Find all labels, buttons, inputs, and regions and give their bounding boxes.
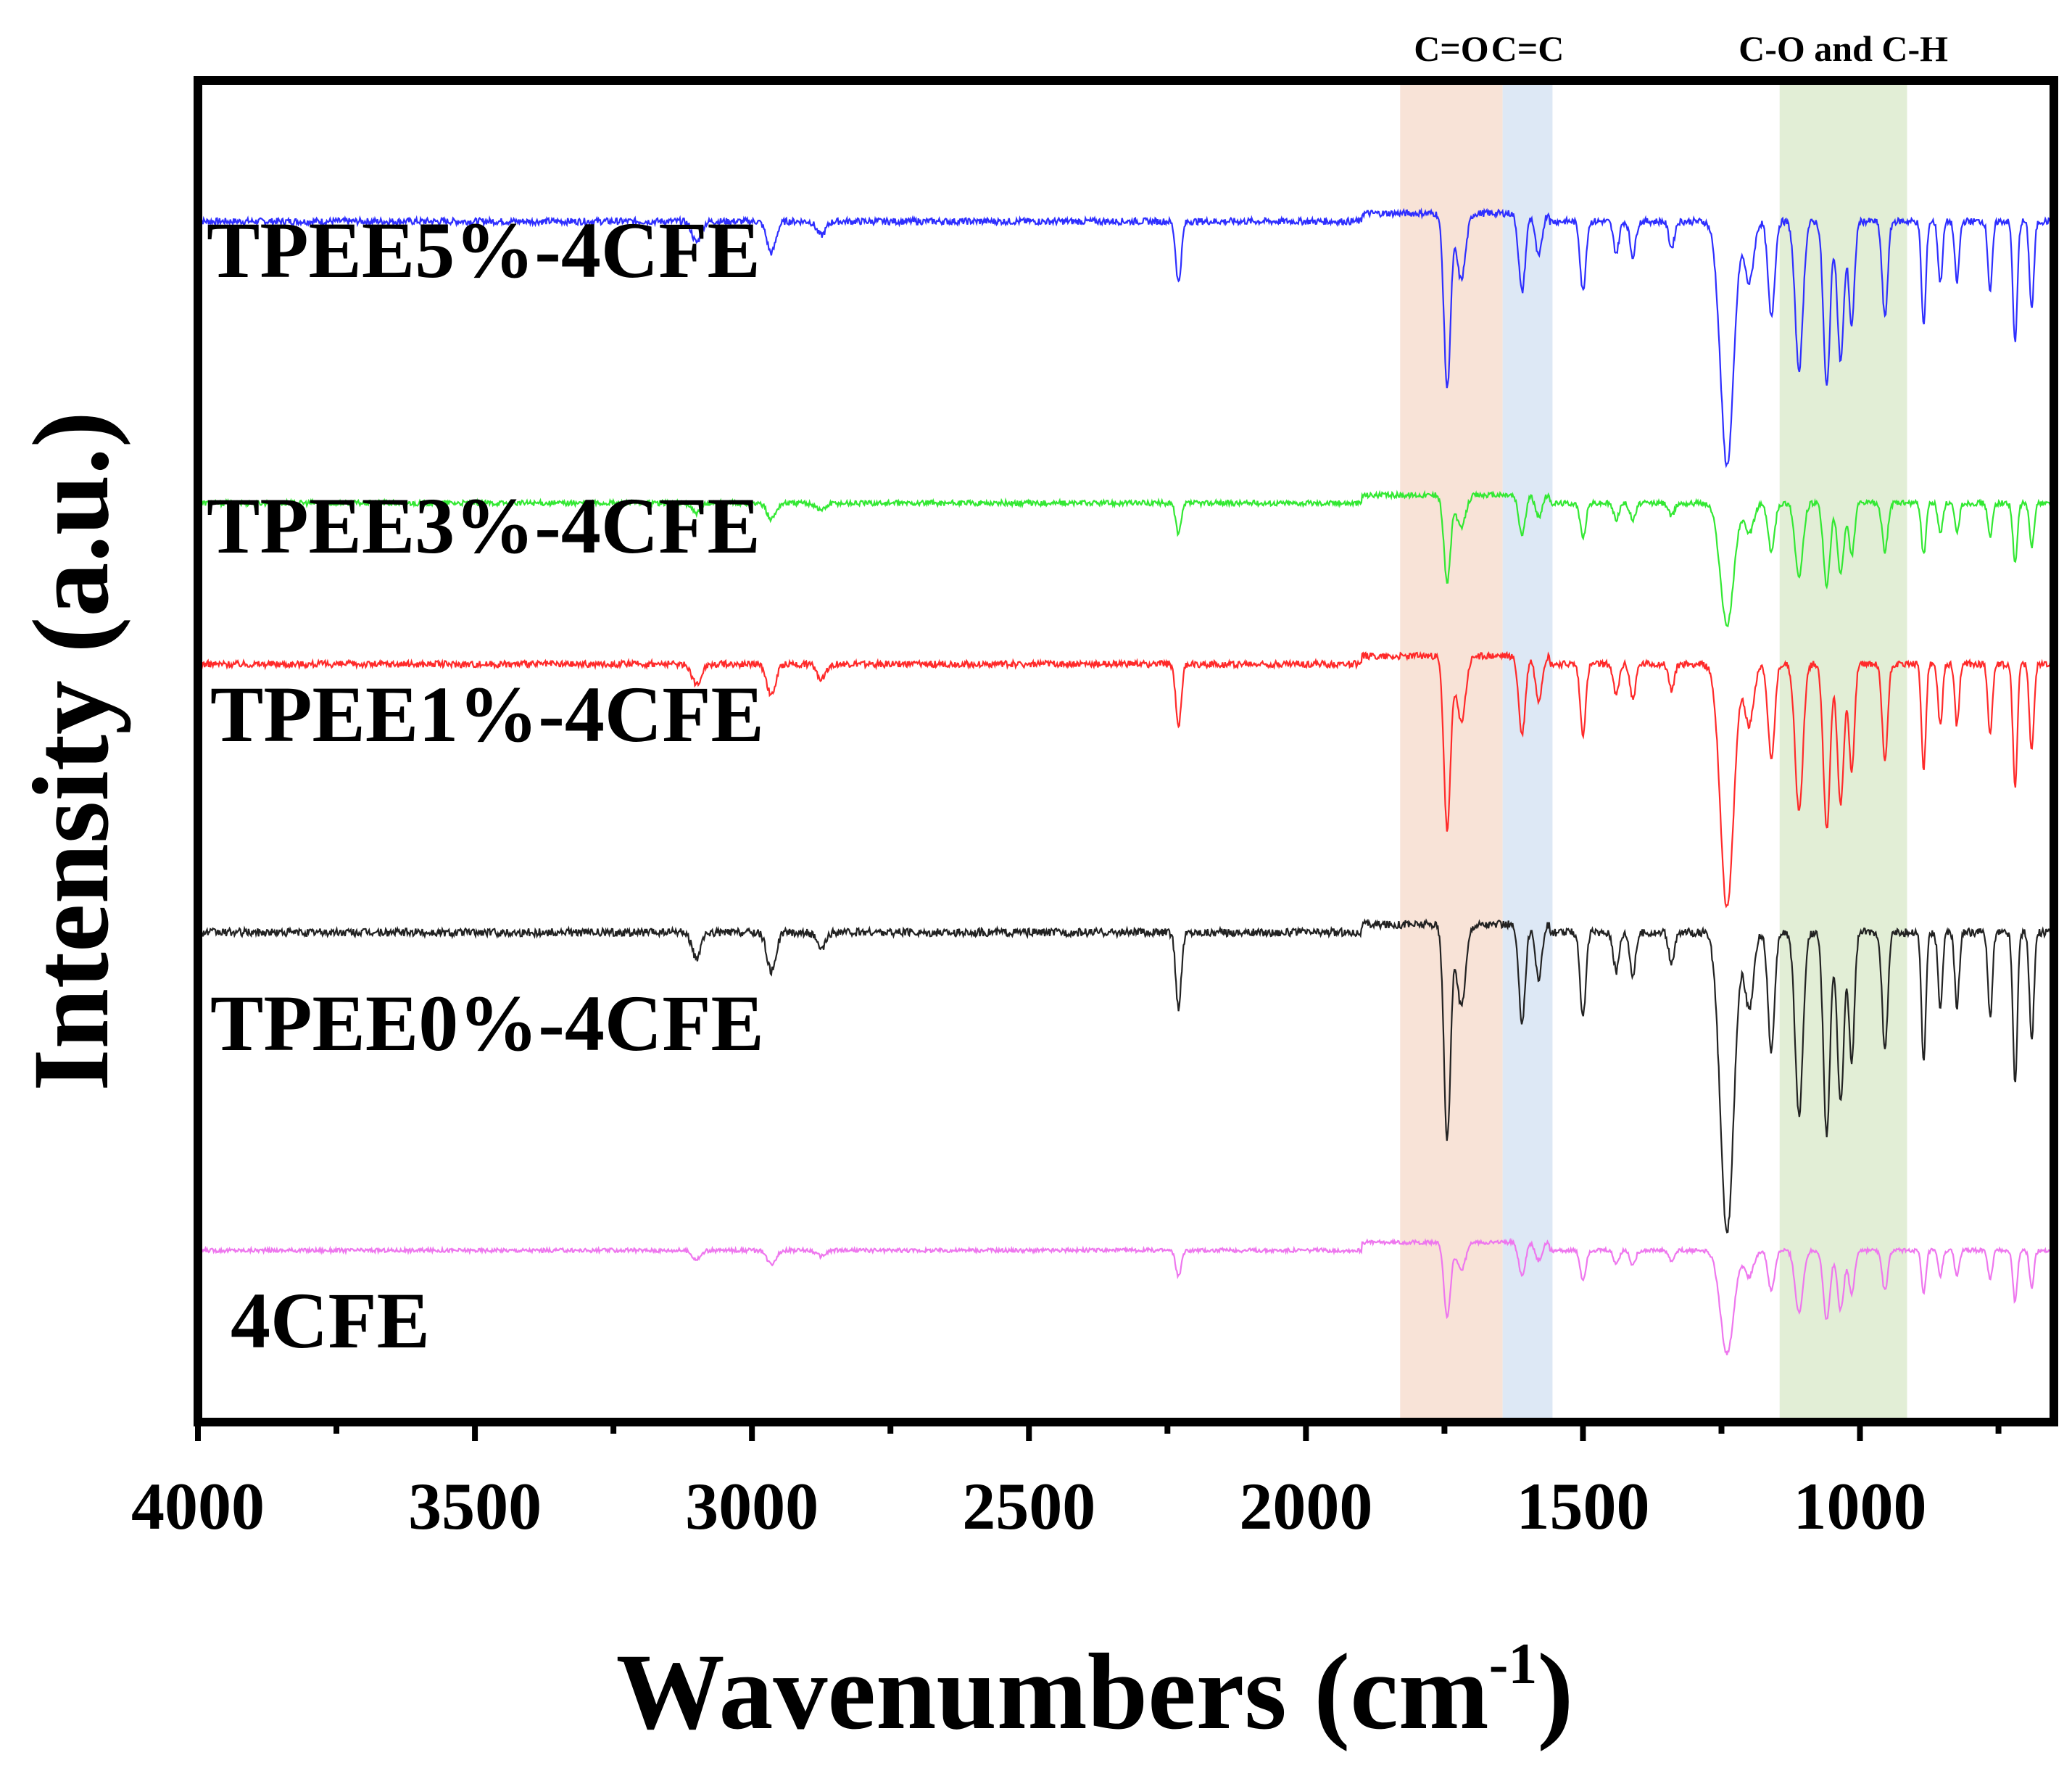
x-axis-title-close: ) bbox=[1537, 1632, 1573, 1752]
x-axis-title: Wavenumbers (cm-1) bbox=[616, 1632, 1574, 1752]
x-tick-label-2: 3000 bbox=[685, 1469, 819, 1543]
series-label-group: TPEE5%-4CFE TPEE3%-4CFE TPEE1%-4CFE TPEE0%-… bbox=[207, 206, 764, 1365]
x-tick-label-4: 2000 bbox=[1239, 1469, 1372, 1543]
band-1 bbox=[1502, 85, 1553, 1418]
series-line-1 bbox=[196, 489, 2055, 628]
series-line-0 bbox=[197, 207, 2055, 468]
x-axis-title-superscript: -1 bbox=[1489, 1632, 1538, 1696]
band-group: C=O C=C C-O and C-H bbox=[1400, 28, 1948, 1418]
series-label-0: TPEE5%-4CFE bbox=[207, 206, 761, 294]
series-label-3: TPEE0%-4CFE bbox=[210, 979, 764, 1067]
band-label-0: C=O bbox=[1414, 28, 1489, 69]
plot-frame bbox=[194, 76, 2058, 1426]
x-tick-group: 4000 3500 3000 2500 2000 1500 1000 bbox=[131, 1422, 2002, 1543]
series-label-4: 4CFE bbox=[231, 1276, 430, 1365]
x-tick-label-1: 3500 bbox=[408, 1469, 542, 1543]
x-tick-label-0: 4000 bbox=[131, 1469, 265, 1543]
x-axis-title-main: Wavenumbers (cm bbox=[616, 1632, 1489, 1752]
band-label-2: C-O and C-H bbox=[1739, 28, 1948, 69]
x-tick-label-6: 1000 bbox=[1794, 1469, 1927, 1543]
series-line-2 bbox=[196, 650, 2055, 909]
series-line-3 bbox=[197, 918, 2055, 1234]
band-label-1: C=C bbox=[1491, 28, 1565, 69]
x-tick-label-3: 2500 bbox=[962, 1469, 1095, 1543]
series-line-4 bbox=[197, 1237, 2054, 1355]
x-tick-label-5: 1500 bbox=[1516, 1469, 1649, 1543]
series-label-1: TPEE3%-4CFE bbox=[207, 482, 761, 570]
spectra-group bbox=[196, 207, 2055, 1355]
y-axis-title: Intensity (a.u.) bbox=[11, 411, 131, 1091]
series-label-2: TPEE1%-4CFE bbox=[210, 670, 764, 759]
